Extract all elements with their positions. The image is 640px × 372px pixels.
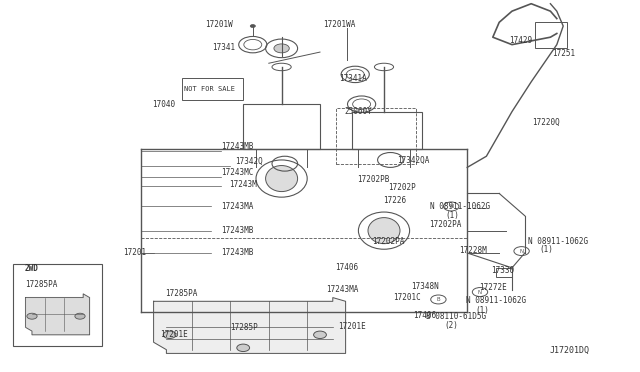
Text: 17285PA: 17285PA: [26, 280, 58, 289]
Text: 17341: 17341: [212, 43, 236, 52]
Circle shape: [237, 344, 250, 352]
Text: 17341A: 17341A: [339, 74, 367, 83]
Text: 17243MC: 17243MC: [221, 169, 253, 177]
Text: (1): (1): [540, 246, 554, 254]
Text: 17251: 17251: [552, 49, 575, 58]
Text: 17243MA: 17243MA: [221, 202, 253, 211]
Text: 17202PA: 17202PA: [372, 237, 405, 246]
Text: 17330: 17330: [492, 266, 515, 275]
Text: 17285P: 17285P: [230, 323, 258, 332]
Text: B: B: [436, 297, 440, 302]
Polygon shape: [154, 298, 346, 353]
Text: B 08110-61D5G: B 08110-61D5G: [426, 312, 486, 321]
Polygon shape: [26, 294, 90, 335]
Text: 17201E: 17201E: [160, 330, 188, 339]
Text: 17406: 17406: [413, 311, 436, 320]
Text: 17226: 17226: [383, 196, 406, 205]
Text: 17202P: 17202P: [388, 183, 416, 192]
Text: N 08911-1062G: N 08911-1062G: [430, 202, 490, 211]
Text: N: N: [449, 204, 453, 209]
Bar: [182, 78, 243, 100]
Ellipse shape: [266, 166, 298, 192]
Text: 17348N: 17348N: [412, 282, 439, 291]
Text: N 08911-1062G: N 08911-1062G: [528, 237, 588, 246]
Bar: [352, 112, 422, 149]
Circle shape: [163, 331, 176, 339]
Text: 17243MB: 17243MB: [221, 248, 253, 257]
Circle shape: [314, 331, 326, 339]
Text: NOT FOR SALE: NOT FOR SALE: [184, 86, 235, 92]
Bar: [496, 268, 512, 277]
Text: 17243MB: 17243MB: [221, 226, 253, 235]
Text: 17342QA: 17342QA: [397, 156, 429, 165]
Ellipse shape: [368, 218, 400, 244]
Circle shape: [27, 313, 37, 319]
Text: 17220Q: 17220Q: [532, 118, 560, 126]
Circle shape: [75, 313, 85, 319]
Text: 17201WA: 17201WA: [323, 20, 356, 29]
Bar: [535, 22, 567, 48]
Text: 17202PA: 17202PA: [429, 220, 461, 229]
Text: 17040: 17040: [152, 100, 175, 109]
Text: 17201: 17201: [124, 248, 147, 257]
Text: (1): (1): [445, 211, 460, 219]
Text: 17201E: 17201E: [338, 322, 365, 331]
Ellipse shape: [250, 25, 255, 28]
Text: (1): (1): [475, 306, 489, 315]
Bar: [336, 108, 416, 164]
Text: N: N: [478, 289, 482, 295]
Text: 17243MB: 17243MB: [221, 142, 253, 151]
Text: 17228M: 17228M: [460, 246, 487, 255]
Text: 17243M: 17243M: [229, 180, 257, 189]
Text: 2WD: 2WD: [24, 264, 38, 273]
Text: 17243MA: 17243MA: [326, 285, 359, 294]
Bar: [243, 104, 320, 149]
Text: J17201DQ: J17201DQ: [549, 346, 589, 355]
Text: N 08911-1062G: N 08911-1062G: [466, 296, 526, 305]
Text: 17202PB: 17202PB: [357, 175, 390, 184]
Text: (2): (2): [445, 321, 459, 330]
Bar: [13, 264, 102, 346]
Text: 17406: 17406: [335, 263, 358, 272]
Circle shape: [274, 44, 289, 53]
Text: 17342Q: 17342Q: [236, 157, 263, 166]
Text: 17285PA: 17285PA: [165, 289, 198, 298]
Text: 25060Y: 25060Y: [344, 107, 372, 116]
Text: 17201W: 17201W: [205, 20, 232, 29]
Text: 17272E: 17272E: [479, 283, 506, 292]
Text: N: N: [520, 248, 524, 254]
Text: 17429: 17429: [509, 36, 532, 45]
Text: 17201C: 17201C: [394, 293, 421, 302]
